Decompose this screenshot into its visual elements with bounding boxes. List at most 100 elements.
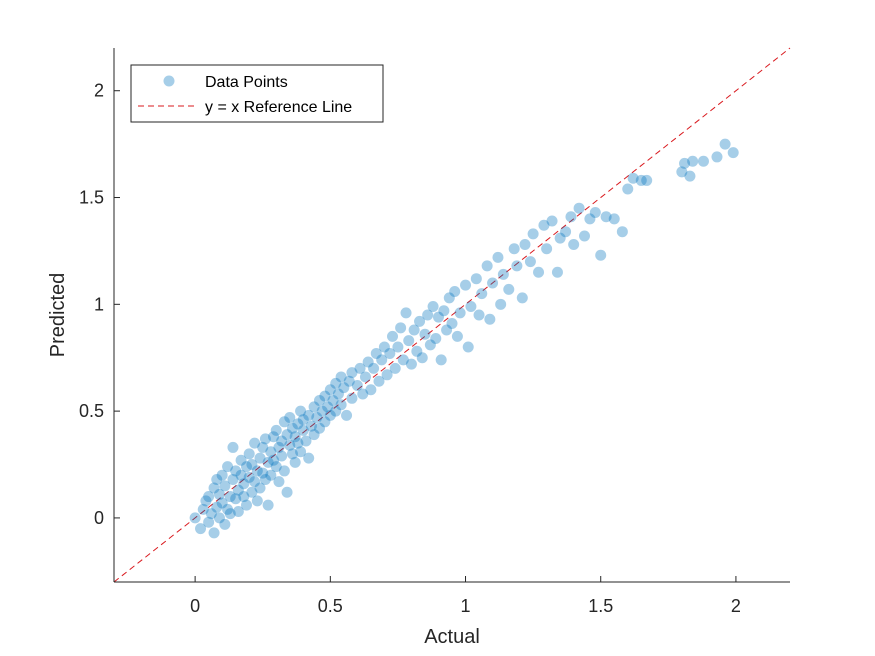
data-point: [284, 412, 296, 424]
data-point: [335, 371, 347, 383]
data-point: [246, 459, 258, 471]
legend: Data Points y = x Reference Line: [130, 64, 384, 123]
legend-label-data-points: Data Points: [205, 74, 288, 91]
data-point: [254, 452, 266, 464]
data-point: [268, 454, 280, 466]
data-point: [346, 367, 358, 379]
data-point: [330, 377, 342, 389]
data-point: [516, 292, 528, 304]
data-point: [424, 339, 436, 351]
data-point: [616, 226, 628, 238]
data-point: [484, 313, 496, 325]
legend-box: [130, 64, 384, 123]
data-point: [300, 435, 312, 447]
data-point: [573, 202, 585, 214]
data-point: [265, 446, 277, 458]
data-point: [392, 341, 404, 353]
data-point: [224, 491, 236, 503]
data-point: [235, 454, 247, 466]
data-point: [533, 266, 545, 278]
data-point: [246, 486, 258, 498]
data-point: [508, 243, 520, 255]
data-point: [238, 491, 250, 503]
data-point: [259, 473, 271, 485]
data-point: [324, 384, 336, 396]
y-tick-label: 0: [94, 508, 104, 528]
reference-line-layer: [113, 47, 791, 583]
data-point: [197, 503, 209, 515]
data-point: [249, 437, 261, 449]
data-point: [470, 273, 482, 285]
y-tick-label: 1.5: [79, 188, 104, 208]
y-tick-label: 0.5: [79, 401, 104, 421]
data-point: [295, 446, 307, 458]
data-point: [422, 309, 434, 321]
data-point: [251, 465, 263, 477]
data-point: [203, 491, 215, 503]
data-point: [414, 315, 426, 327]
data-point: [359, 371, 371, 383]
data-points-layer: [189, 138, 739, 539]
data-point: [305, 420, 317, 432]
data-point: [430, 332, 442, 344]
data-point: [473, 309, 485, 321]
data-point: [435, 354, 447, 366]
data-point: [492, 251, 504, 263]
data-point: [338, 382, 350, 394]
data-point: [551, 266, 563, 278]
data-point: [441, 324, 453, 336]
data-point: [205, 508, 217, 520]
x-axis-label: Actual: [424, 626, 480, 648]
data-point: [343, 375, 355, 387]
data-point: [327, 394, 339, 406]
data-point: [322, 401, 334, 413]
data-point: [565, 211, 577, 223]
data-point: [332, 388, 344, 400]
data-point: [389, 362, 401, 374]
data-point: [243, 448, 255, 460]
data-point: [411, 345, 423, 357]
data-point: [270, 424, 282, 436]
data-point: [314, 422, 326, 434]
data-point: [270, 461, 282, 473]
data-point: [251, 495, 263, 507]
data-point: [219, 518, 231, 530]
data-point: [711, 151, 723, 163]
data-point: [622, 183, 634, 195]
data-point: [384, 347, 396, 359]
legend-label-reference-line: y = x Reference Line: [205, 99, 352, 116]
reference-line: [113, 47, 791, 583]
data-point: [257, 467, 269, 479]
data-point: [227, 441, 239, 453]
data-point: [400, 307, 412, 319]
data-point: [189, 512, 201, 524]
data-point: [276, 435, 288, 447]
data-point: [289, 456, 301, 468]
y-tick-label: 1: [94, 294, 104, 314]
data-point: [451, 330, 463, 342]
data-point: [230, 493, 242, 505]
axes: 0 0.5 1 1.5 2 0 0.5 1 1.5 2: [79, 48, 790, 616]
data-point: [295, 405, 307, 417]
data-point: [303, 452, 315, 464]
data-point: [278, 465, 290, 477]
data-point: [357, 388, 369, 400]
data-point: [341, 409, 353, 421]
data-point: [684, 170, 696, 182]
data-point: [276, 450, 288, 462]
data-point: [314, 394, 326, 406]
data-point: [641, 174, 653, 186]
data-point: [303, 409, 315, 421]
data-point: [284, 439, 296, 451]
x-tick-label: 1.5: [588, 596, 613, 616]
data-point: [230, 465, 242, 477]
data-point: [481, 260, 493, 272]
data-point: [487, 277, 499, 289]
data-point: [351, 379, 363, 391]
data-point: [679, 157, 691, 169]
data-point: [627, 172, 639, 184]
data-point: [416, 352, 428, 364]
data-point: [292, 418, 304, 430]
data-point: [378, 341, 390, 353]
